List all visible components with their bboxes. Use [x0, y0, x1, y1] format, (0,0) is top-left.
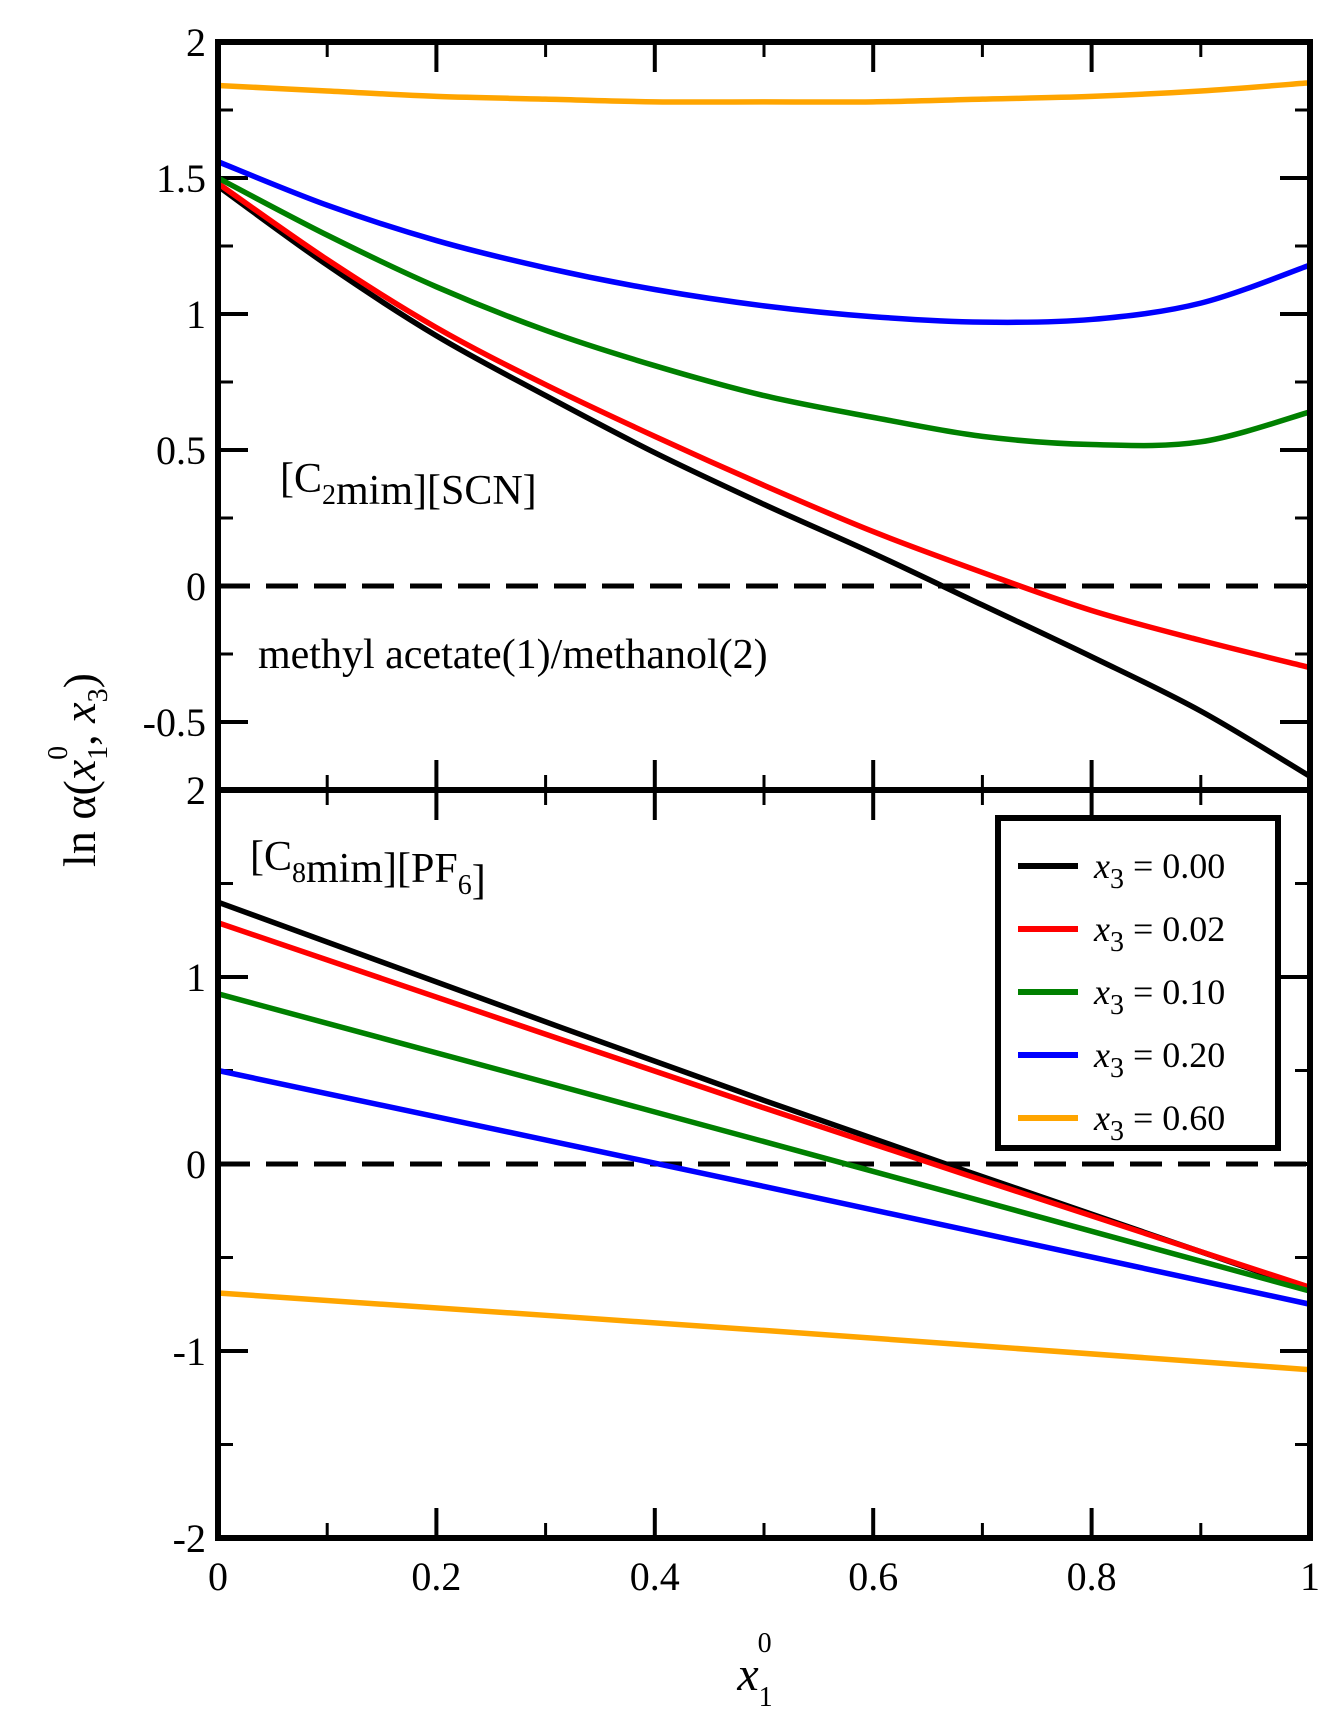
- bottom-y-tick-label: -1: [173, 1329, 206, 1374]
- top-y-tick: [218, 108, 1310, 180]
- bottom-series-line: [217, 920, 1311, 1291]
- svg-text:x10: x10: [736, 1628, 772, 1713]
- x-tick-label: 0: [208, 1554, 228, 1599]
- top-annotation-mixture: methyl acetate(1)/methanol(2): [258, 632, 768, 678]
- legend-entry: x3 = 0.60: [1018, 1098, 1225, 1147]
- legend: x3 = 0.00 x3 = 0.02 x3 = 0.10 x3 = 0.20 x3 =…: [995, 815, 1281, 1151]
- top-y-tick: [218, 380, 1310, 452]
- top-y-tick-label: 1: [186, 292, 206, 337]
- top-series-line: [216, 181, 1311, 671]
- bottom-y-tick-label: 0: [186, 1142, 206, 1187]
- x-tick-label: 0.2: [411, 1554, 461, 1599]
- top-y-tick-label: 2: [186, 20, 206, 65]
- top-series-line: [217, 80, 1311, 105]
- x-tick-label: 0.8: [1067, 1554, 1117, 1599]
- top-annotation-ionic-liquid: [C2mim][SCN]: [280, 456, 537, 514]
- legend-entry: x3 = 0.00: [1018, 846, 1225, 895]
- legend-entry: x3 = 0.20: [1018, 1035, 1225, 1084]
- top-y-tick-label: 0.5: [156, 428, 206, 473]
- top-y-tick-label: 0: [186, 564, 206, 609]
- top-y-tick: [218, 244, 1310, 316]
- top-series-line: [216, 159, 1311, 326]
- legend-entry: x3 = 0.10: [1018, 972, 1225, 1021]
- legend-box: [995, 815, 1281, 1151]
- bottom-annotation-ionic-liquid: [C8mim][PF6]: [250, 834, 486, 904]
- top-y-tick: [218, 516, 1310, 588]
- top-panel: -0.5 0 0.5 1 1.5 2 [C2mim][SCN] methyl acetate(…: [143, 20, 1313, 793]
- legend-label: x3 = 0.20: [1093, 1035, 1225, 1084]
- bottom-series-line: [217, 991, 1311, 1294]
- bottom-y-tick-label: -2: [173, 1516, 206, 1561]
- bottom-series-line: [217, 1290, 1311, 1373]
- bottom-panel: -2 -1 0 1 2 0 0.2 0.4 0.6 0.8 1 [C8mim][PF6] x3 = 0.…: [173, 768, 1320, 1599]
- top-y-tick-label: 1.5: [156, 156, 206, 201]
- x-tick-label: 0.6: [848, 1554, 898, 1599]
- top-series-line: [216, 183, 1312, 779]
- legend-label: x3 = 0.02: [1093, 909, 1225, 958]
- y-axis-label: ln α(x10, x3): [43, 673, 114, 867]
- legend-label: x3 = 0.00: [1093, 846, 1225, 895]
- bottom-y-tick-label: 2: [186, 768, 206, 813]
- top-y-tick-label: -0.5: [143, 700, 206, 745]
- bottom-series-line: [217, 1067, 1311, 1307]
- bottom-plot-frame: [215, 787, 1313, 1541]
- bottom-y-tick-label: 1: [186, 955, 206, 1000]
- legend-entry: x3 = 0.02: [1018, 909, 1225, 958]
- legend-label: x3 = 0.60: [1093, 1098, 1225, 1147]
- top-series-line: [216, 175, 1311, 449]
- x-tick-label: 1: [1300, 1554, 1320, 1599]
- x-axis-label: x10: [736, 1628, 772, 1713]
- x-tick-label: 0.4: [630, 1554, 680, 1599]
- legend-label: x3 = 0.10: [1093, 972, 1225, 1021]
- svg-text:ln α(x10, x3): ln α(x10, x3): [43, 673, 114, 867]
